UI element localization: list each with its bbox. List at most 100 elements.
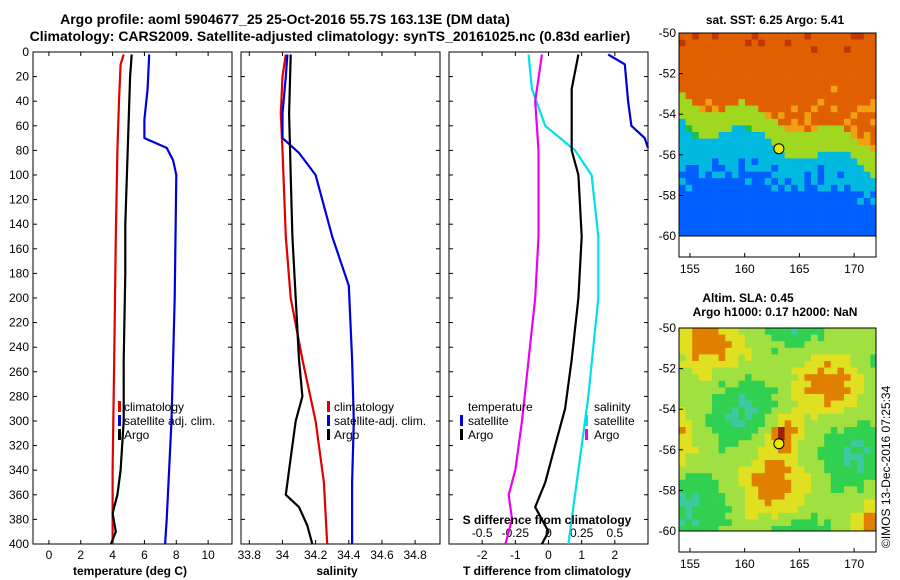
sla-map-cell [804, 479, 812, 487]
sst-map-cell [778, 138, 785, 146]
sla-map-cell [824, 473, 832, 481]
sst-map-cell [804, 211, 812, 219]
sst-map-cell [705, 231, 713, 236]
sst-map-cell [804, 224, 812, 232]
lon-tick-label: 160 [735, 557, 755, 571]
sst-map-cell [804, 184, 812, 192]
sst-map-cell [725, 145, 733, 153]
sst-map-cell [718, 204, 726, 212]
sst-map-cell [764, 178, 772, 186]
sst-map-cell [725, 151, 733, 159]
sla-map-cell [771, 420, 779, 428]
sla-map-cell [857, 400, 865, 408]
sst-map-cell [850, 52, 858, 60]
sst-map-cell [837, 99, 845, 106]
sla-map-cell [751, 334, 759, 342]
sst-map-cell [797, 224, 805, 232]
sla-map-cell [679, 427, 686, 434]
sla-map-cell [692, 420, 700, 428]
sla-map-cell [778, 486, 785, 494]
sst-map-cell [844, 132, 851, 139]
sst-map-cell [764, 118, 772, 126]
sst-map-cell [718, 99, 726, 106]
sla-map-cell [837, 512, 845, 520]
sla-map-cell [725, 526, 733, 531]
sla-map-cell [685, 466, 693, 474]
sla-map-cell [751, 413, 759, 421]
sst-map-cell [817, 178, 825, 186]
sla-map-cell [863, 354, 871, 362]
sla-map-cell [738, 473, 746, 481]
sst-map-cell [771, 39, 779, 47]
sst-map-cell [712, 132, 719, 139]
sst-map-cell [784, 198, 792, 205]
sst-map-cell [771, 112, 779, 120]
legend-t-satellite: satellite [468, 414, 509, 428]
sst-map-cell [712, 33, 719, 40]
sla-map-cell [870, 440, 876, 448]
sst-map-cell [712, 145, 719, 153]
sla-map-cell [731, 486, 739, 494]
sla-map-cell [824, 479, 832, 487]
sla-map-cell [764, 361, 772, 368]
sst-map-cell [738, 105, 746, 113]
sla-map-cell [850, 519, 858, 527]
sla-map-cell [698, 440, 706, 448]
sst-map-cell [870, 85, 876, 93]
sla-map-cell [764, 440, 772, 448]
sla-map-cell [731, 453, 739, 461]
difference-xtick-label: 1 [578, 548, 585, 562]
sst-map-cell [850, 138, 858, 146]
sst-map-cell [817, 191, 825, 199]
sst-map-cell [725, 231, 733, 236]
sst-map-cell [844, 184, 851, 192]
difference-legend: temperature satellite Argo salinity sate… [460, 400, 635, 442]
sst-map-cell [712, 158, 719, 166]
sla-map-cell [784, 361, 792, 368]
sst-map-cell [863, 39, 871, 47]
sst-map-cell [797, 145, 805, 153]
sla-map-cell [870, 512, 876, 520]
sla-map-cell [692, 380, 700, 388]
sla-map-cell [870, 387, 876, 395]
sla-map-cell [731, 354, 739, 362]
sla-map-cell [705, 328, 713, 335]
sst-map-cell [791, 132, 799, 139]
sla-map-cell [863, 394, 871, 401]
sst-map-cell [751, 79, 759, 87]
sla-map-cell [718, 440, 726, 448]
sst-map-cell [679, 99, 686, 106]
sla-map-cell [698, 341, 706, 349]
sst-map-cell [797, 211, 805, 219]
sst-map-cell [870, 145, 876, 153]
sst-map-cell [758, 138, 766, 146]
sst-map-cell [857, 217, 865, 225]
sla-map-cell [791, 427, 799, 434]
sla-map-cell [850, 380, 858, 388]
sla-map-cell [758, 453, 766, 461]
sst-map-cell [824, 132, 832, 139]
difference-series-s-satellite [607, 53, 650, 149]
sla-map-cell [837, 374, 845, 382]
sst-map-cell [692, 33, 700, 40]
sst-map-cell [771, 158, 779, 166]
sla-map-cell [863, 446, 871, 454]
sla-map-cell [778, 460, 785, 467]
sla-map-cell [725, 328, 733, 335]
sst-map-cell [850, 231, 858, 236]
sla-map-cell [811, 499, 818, 507]
sst-map-cell [718, 138, 726, 146]
salinity-frame [240, 51, 441, 545]
sst-map-cell [857, 184, 865, 192]
sla-map-cell [778, 506, 785, 514]
sst-map-cell [824, 145, 832, 153]
sst-map-cell [685, 105, 693, 113]
sst-map-cell [692, 72, 700, 80]
sst-map-cell [705, 99, 713, 106]
sla-map-cell [778, 354, 785, 362]
sst-map-cell [738, 171, 746, 179]
sst-map-cell [764, 145, 772, 153]
sla-map-cell [698, 387, 706, 395]
sst-map-cell [817, 204, 825, 212]
sst-map-cell [778, 165, 785, 172]
